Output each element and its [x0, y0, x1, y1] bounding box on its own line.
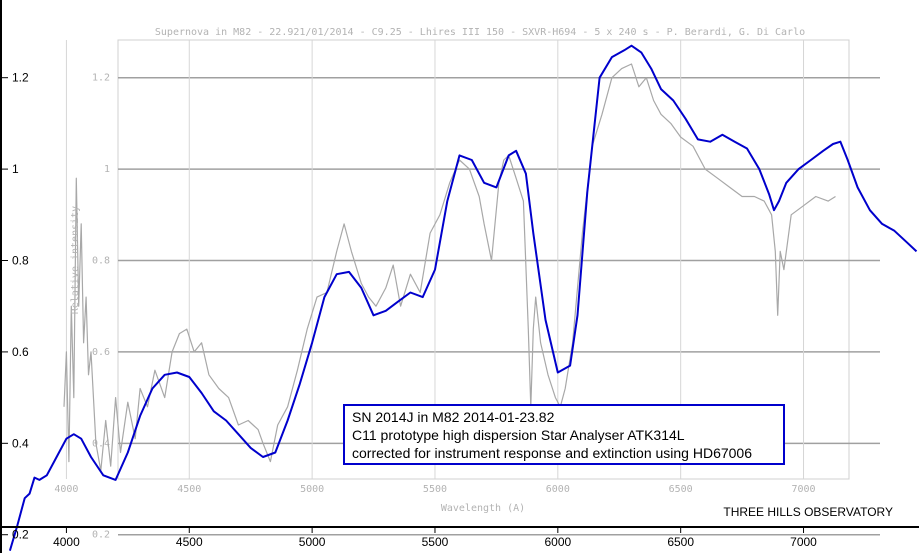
inner-x-tick-label: 4500 — [177, 484, 201, 495]
y-tick-label: 1 — [12, 162, 19, 176]
x-tick-label: 7000 — [790, 535, 817, 549]
x-tick-labels: 4000 4500 5000 5500 6000 6500 7000 — [53, 527, 817, 549]
y-tick-label: 1.2 — [12, 71, 29, 85]
y-tick-label: 0.4 — [12, 436, 29, 450]
annotation-line-3: corrected for instrument response and ex… — [352, 445, 752, 461]
x-tick-label: 5500 — [422, 535, 449, 549]
x-tick-label: 4500 — [176, 535, 203, 549]
y-tick-labels: 0.2 0.4 0.6 0.8 1 1.2 — [1, 71, 29, 542]
chart-title: Supernova in M82 - 22.921/01/2014 - C9.2… — [155, 27, 805, 38]
inner-y-tick-label: 0.8 — [92, 256, 110, 267]
observatory-label: THREE HILLS OBSERVATORY — [723, 505, 893, 519]
inner-x-tick-label: 6000 — [546, 484, 570, 495]
x-tick-label: 4000 — [53, 535, 80, 549]
inner-y-tick-label: 0.4 — [92, 438, 110, 449]
annotation-line-2: C11 prototype high dispersion Star Analy… — [352, 427, 685, 443]
inner-y-tick-label: 1.2 — [92, 73, 110, 84]
inner-y-tick-label: 1 — [104, 164, 110, 175]
x-tick-label: 6500 — [667, 535, 694, 549]
inner-y-tick-label: 0.6 — [92, 347, 110, 358]
y-tick-label: 0.2 — [12, 528, 29, 542]
corrected-spectrum-line — [8, 44, 918, 551]
inner-x-tick-label: 5500 — [423, 484, 447, 495]
y-tick-label: 0.6 — [12, 345, 29, 359]
inner-y-tick-label: 0.2 — [92, 530, 110, 541]
inner-y-tick-labels: 0.2 0.4 0.6 0.8 1 1.2 — [92, 73, 110, 541]
annotation-line-1: SN 2014J in M82 2014-01-23.82 — [352, 409, 555, 425]
series-layer — [8, 44, 918, 551]
y-axis-label: Relative intensity — [70, 206, 81, 314]
raw-spectrum-line — [63, 63, 836, 472]
inner-plot-frame — [117, 39, 850, 480]
x-tick-label: 5000 — [299, 535, 326, 549]
annotation-box: SN 2014J in M82 2014-01-23.82 C11 protot… — [343, 404, 785, 465]
inner-x-tick-label: 5000 — [300, 484, 324, 495]
inner-x-tick-label: 4000 — [54, 484, 78, 495]
x-axis-label: Wavelength (A) — [441, 503, 525, 514]
inner-x-tick-label: 7000 — [791, 484, 815, 495]
inner-x-tick-labels: 4000 4500 5000 5500 6000 6500 7000 — [54, 484, 815, 495]
annotation-frame — [343, 404, 785, 465]
inner-x-tick-label: 6500 — [669, 484, 693, 495]
y-tick-label: 0.8 — [12, 254, 29, 268]
x-tick-label: 6000 — [544, 535, 571, 549]
